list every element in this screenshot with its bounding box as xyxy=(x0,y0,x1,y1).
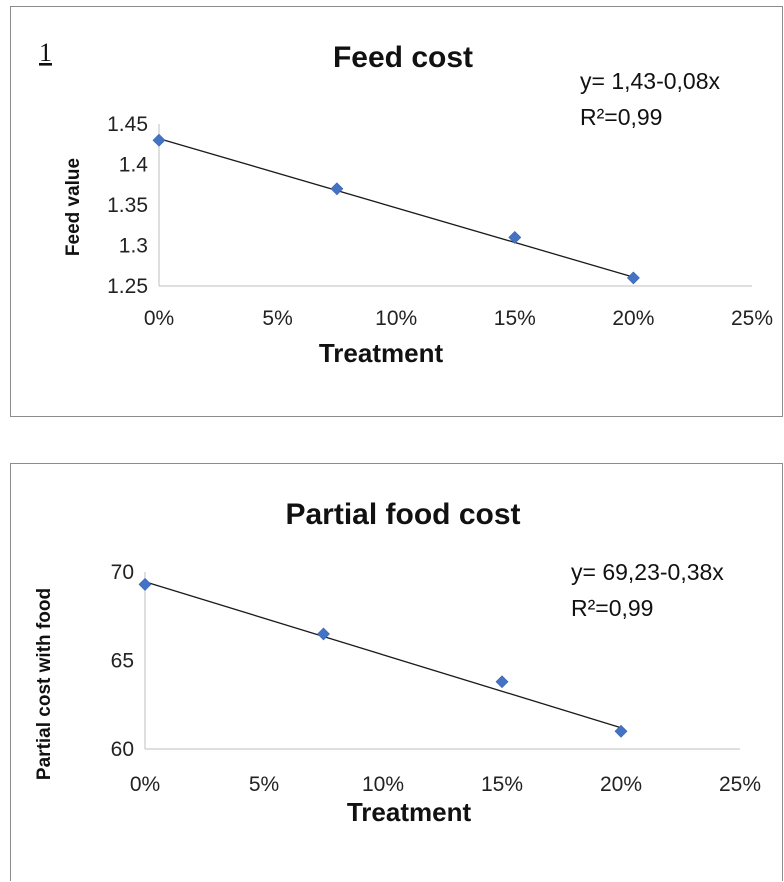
chart-title: Feed cost xyxy=(333,41,473,74)
data-point xyxy=(152,133,166,147)
y-tick-label: 60 xyxy=(111,738,134,761)
chart-panel-partial-food-cost: Partial food cost y= 69,23-0,38x R²=0,99… xyxy=(10,463,783,881)
y-tick-label: 65 xyxy=(111,650,134,673)
x-tick-label: 15% xyxy=(494,307,536,330)
trendline xyxy=(144,581,622,729)
x-tick-label: 0% xyxy=(144,307,174,330)
y-tick-label: 70 xyxy=(111,561,134,584)
partial-food-cost-chart: Partial food cost y= 69,23-0,38x R²=0,99… xyxy=(34,498,761,827)
chart-title: Partial food cost xyxy=(285,498,520,531)
x-tick-label: 5% xyxy=(262,307,292,330)
x-tick-label: 25% xyxy=(719,773,761,796)
y-tick-label: 1.35 xyxy=(107,194,148,217)
trendline xyxy=(158,137,634,278)
feed-cost-chart: 1 Feed cost y= 1,43-0,08x R²=0,99 Treatm… xyxy=(39,38,773,368)
x-axis-title: Treatment xyxy=(347,797,472,827)
chart-panel-feed-cost: 1 Feed cost y= 1,43-0,08x R²=0,99 Treatm… xyxy=(10,6,783,417)
data-point xyxy=(138,577,152,591)
x-tick-label: 15% xyxy=(481,773,523,796)
x-tick-label: 0% xyxy=(130,773,160,796)
x-tick-label: 5% xyxy=(249,773,279,796)
y-axis-title: Feed value xyxy=(63,158,84,256)
trend-equation: y= 69,23-0,38x xyxy=(571,559,724,585)
plot-area: 0% 5% 10% 15% 20% 25% 1.25 1.3 1.35 1.4 1.45 xyxy=(107,113,773,330)
y-tick-label: 1.25 xyxy=(107,275,148,298)
y-tick-label: 1.45 xyxy=(107,113,148,136)
data-point xyxy=(495,675,509,689)
r-squared: R²=0,99 xyxy=(571,595,653,621)
data-point xyxy=(626,271,640,285)
data-point xyxy=(614,724,628,738)
data-point xyxy=(330,182,344,196)
y-tick-label: 1.3 xyxy=(119,235,148,258)
plot-area: 0% 5% 10% 15% 20% 25% 60 65 70 xyxy=(111,561,761,796)
x-tick-label: 20% xyxy=(612,307,654,330)
trend-equation: y= 1,43-0,08x xyxy=(580,68,721,94)
x-tick-label: 10% xyxy=(362,773,404,796)
x-tick-label: 25% xyxy=(731,307,773,330)
data-point xyxy=(508,230,522,244)
y-tick-label: 1.4 xyxy=(119,154,149,177)
x-tick-label: 20% xyxy=(600,773,642,796)
figure-number: 1 xyxy=(39,38,52,67)
y-axis-title: Partial cost with food xyxy=(34,588,55,780)
x-tick-label: 10% xyxy=(375,307,417,330)
data-point xyxy=(317,627,330,641)
x-axis-title: Treatment xyxy=(319,338,444,368)
r-squared: R²=0,99 xyxy=(580,104,662,130)
